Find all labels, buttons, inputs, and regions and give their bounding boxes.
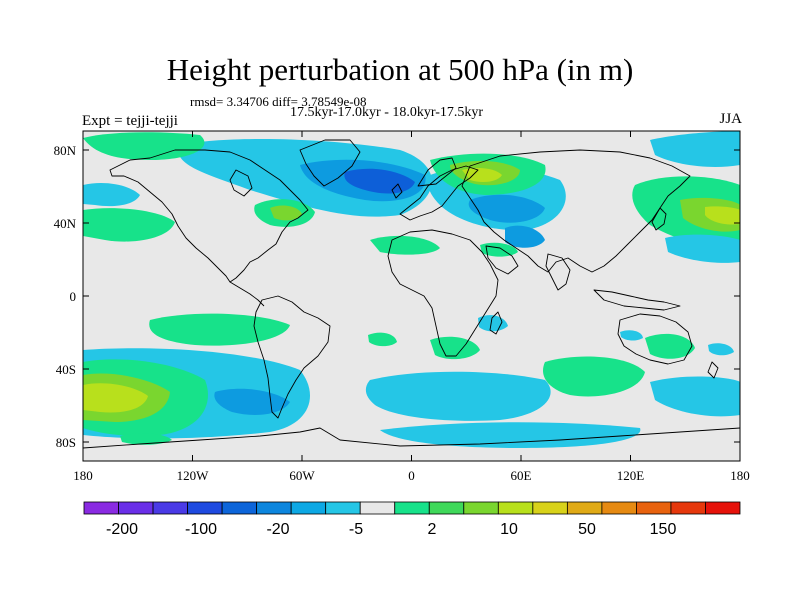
contour-south-pacific-negative-core (214, 388, 290, 415)
colorbar-label: -200 (106, 521, 138, 538)
contour-west-pacific-positive-peak (705, 206, 740, 225)
colorbar-swatch (463, 501, 499, 515)
contour-field (83, 131, 740, 461)
colorbar-label: 50 (578, 521, 596, 538)
coastline-south-america (253, 295, 331, 419)
contour-antarctic-negative (380, 422, 641, 448)
x-tick-labels: 180 120W 60W 0 60E 120E 180 (73, 468, 750, 483)
statistics-label: rmsd= 3.34706 diff= 3.78549e-08 (190, 94, 367, 109)
colorbar (83, 501, 741, 515)
colorbar-labels: -200 -100 -20 -5 2 10 50 150 (106, 521, 676, 538)
y-tick-label: 0 (70, 289, 77, 304)
contour-caspian-negative (505, 225, 545, 248)
coastline-new-zealand (707, 361, 719, 379)
contour-north-atlantic-negative-center (344, 168, 415, 194)
colorbar-label: 150 (650, 521, 677, 538)
x-axis (82, 131, 741, 461)
contour-north-pacific-negative (665, 234, 740, 263)
colorbar-swatch (497, 501, 534, 515)
x-tick-label: 60E (511, 468, 532, 483)
x-tick-label: 0 (408, 468, 415, 483)
coastline-antarctica (83, 427, 740, 449)
season-label: JJA (719, 111, 742, 127)
y-tick-label: 40S (56, 362, 76, 377)
colorbar-swatch (359, 501, 396, 515)
coastline-madagascar (489, 311, 503, 335)
contour-south-pacific-positive-peak (83, 383, 148, 413)
map-title: Height perturbation at 500 hPa (in m) (166, 52, 634, 87)
contour-eurasia-negative-core (468, 194, 545, 223)
coastline-india (545, 253, 571, 291)
colorbar-swatch (152, 501, 188, 515)
coastline-british-isles (391, 183, 403, 199)
coastline-indonesia (593, 289, 681, 311)
coastline-scandinavia (417, 157, 457, 187)
contour-tropics-positive (370, 235, 440, 255)
contour-arctic-positive (83, 132, 205, 160)
contour-indian-ocean-positive (542, 356, 645, 397)
y-tick-label: 80S (56, 435, 76, 450)
contour-arctic-negative (650, 131, 740, 167)
colorbar-swatch (221, 501, 258, 515)
colorbar-swatch (532, 501, 568, 515)
contour-siberia-positive-peak (462, 167, 502, 183)
period-label: 17.5kyr-17.0kyr - 18.0kyr-17.5kyr (290, 105, 484, 120)
contour-indian-ocean-negative (650, 376, 740, 417)
x-tick-label: 120E (617, 468, 645, 483)
colorbar-swatch (601, 501, 637, 515)
x-tick-label: 60W (289, 468, 315, 483)
colorbar-swatch (394, 501, 430, 515)
contour-australia-negative (620, 330, 643, 341)
colorbar-label: 2 (428, 521, 437, 538)
coastline-greenland (299, 139, 361, 187)
x-tick-label: 180 (730, 468, 750, 483)
colorbar-label: -5 (349, 521, 363, 538)
colorbar-swatch (705, 501, 741, 515)
coastline-central-america (229, 281, 265, 307)
colorbar-swatch (566, 501, 603, 515)
coastline-europe (399, 165, 479, 221)
contour-australia-positive (645, 333, 695, 359)
colorbar-swatch (118, 501, 154, 515)
contour-mid-atlantic-positive (368, 332, 397, 347)
contour-tasman-negative (708, 343, 734, 356)
contour-north-america-positive-core (270, 205, 302, 221)
y-tick-labels: 80N 40N 0 40S 80S (54, 143, 77, 450)
colorbar-swatch (670, 501, 706, 515)
experiment-label: Expt = tejji-tejji (82, 113, 178, 129)
colorbar-swatch (428, 501, 465, 515)
coastline-hudson-bay (229, 169, 253, 197)
coastline-japan (651, 207, 667, 231)
colorbar-swatch (256, 501, 292, 515)
colorbar-label: 10 (500, 521, 518, 538)
colorbar-swatch (83, 501, 119, 515)
coastline-arabia (485, 245, 519, 275)
y-axis (83, 149, 740, 443)
y-tick-label: 80N (54, 143, 77, 158)
coastlines (83, 139, 740, 449)
coastline-australia (617, 313, 693, 365)
x-tick-label: 120W (177, 468, 210, 483)
x-tick-label: 180 (73, 468, 93, 483)
coastline-north-america (109, 149, 309, 283)
y-tick-label: 40N (54, 216, 77, 231)
colorbar-swatch (187, 501, 223, 515)
colorbar-swatch (636, 501, 672, 515)
contour-east-pacific-negative (83, 183, 140, 207)
contour-south-atlantic-negative (365, 371, 551, 421)
colorbar-swatch (290, 501, 327, 515)
coastline-asia (461, 149, 691, 273)
colorbar-label: -20 (266, 521, 289, 538)
colorbar-label: -100 (185, 521, 217, 538)
colorbar-swatch (325, 501, 361, 515)
contour-antarctic-positive (120, 433, 172, 445)
contour-east-pacific-positive (83, 208, 175, 242)
coastline-africa (387, 229, 499, 357)
